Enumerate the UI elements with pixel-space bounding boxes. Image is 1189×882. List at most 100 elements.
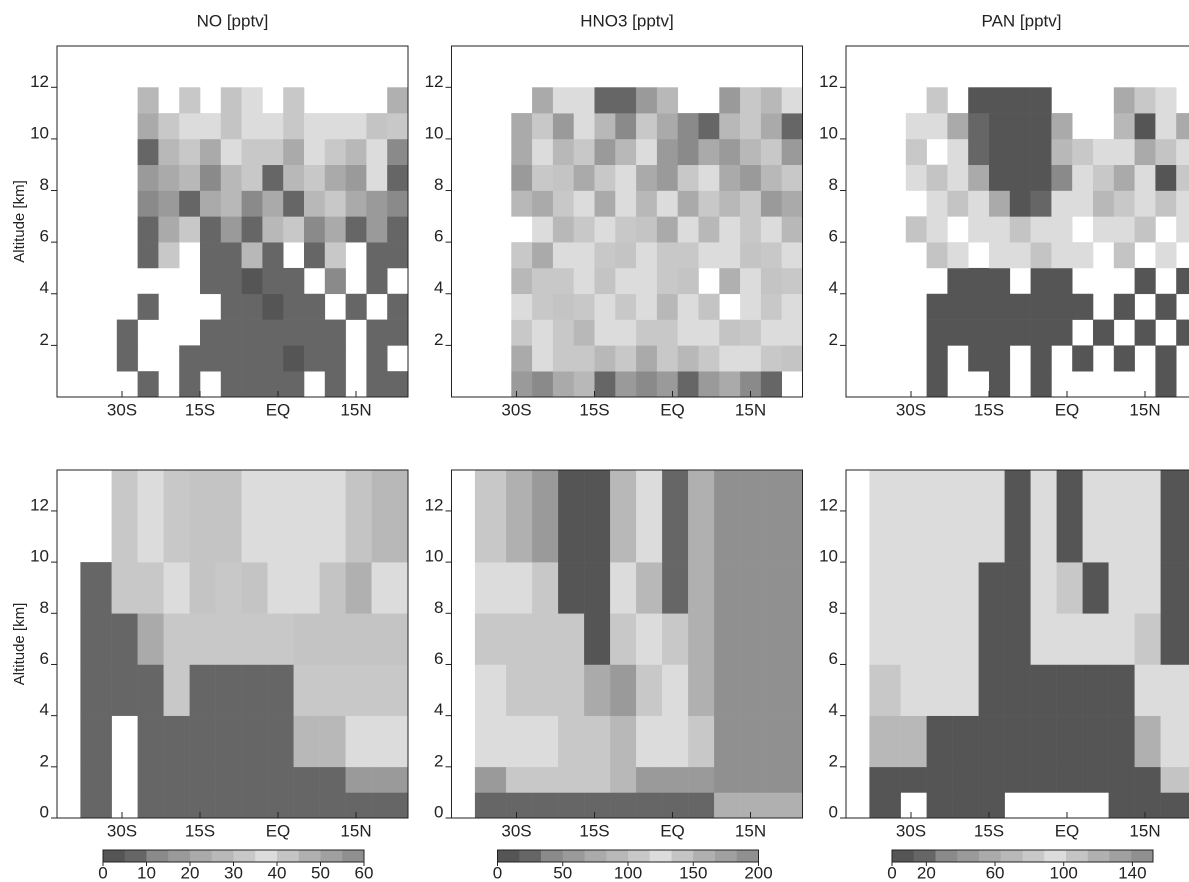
heat-cell: [200, 242, 222, 269]
y-tick-label: 2: [829, 751, 838, 770]
heat-cell: [137, 216, 159, 243]
colorbar-tick-label: 200: [744, 863, 772, 882]
heat-cell: [474, 664, 507, 716]
heat-cell: [558, 766, 585, 793]
heat-cell: [1160, 766, 1189, 793]
heat-cell: [474, 613, 507, 665]
heat-cell: [1030, 345, 1052, 372]
heat-cell: [189, 562, 216, 614]
heat-cell: [952, 470, 979, 563]
heat-cell: [740, 87, 762, 114]
heat-cell: [262, 319, 284, 346]
heat-cell: [594, 319, 616, 346]
colorbar-swatch: [957, 850, 980, 862]
heat-cell: [532, 113, 554, 140]
heat-cell: [688, 766, 715, 793]
heat-cell: [615, 190, 637, 217]
x-tick-label: 15N: [735, 400, 766, 419]
heat-cell: [698, 164, 720, 191]
heat-cell: [719, 138, 741, 166]
heat-cell: [1051, 164, 1073, 191]
heat-cell: [714, 613, 741, 665]
heat-cell: [158, 113, 180, 140]
heat-cell: [283, 190, 305, 217]
heat-cell: [189, 766, 216, 793]
heat-cell: [1082, 664, 1109, 716]
heat-cell: [615, 164, 637, 191]
heat-cell: [179, 87, 201, 114]
heat-cell: [137, 613, 164, 665]
heat-cell: [698, 138, 720, 166]
heat-cell: [1134, 87, 1156, 114]
colorbar-tick-label: 0: [887, 863, 896, 882]
heat-cell: [241, 293, 263, 320]
colorbar-swatch: [1000, 850, 1023, 862]
heat-cell: [371, 664, 409, 716]
heat-cell: [1155, 113, 1177, 140]
heat-cell: [1072, 293, 1094, 320]
heat-cell: [532, 87, 554, 114]
heat-cell: [766, 562, 803, 614]
x-tick-label: 30S: [501, 400, 531, 419]
heat-cell: [552, 319, 574, 346]
heat-cell: [283, 164, 305, 191]
heat-cell: [506, 715, 533, 768]
heat-cell: [304, 190, 326, 217]
heat-cell: [677, 138, 699, 166]
heat-cell: [241, 113, 263, 140]
heat-cell: [1004, 715, 1031, 768]
heat-cell: [1051, 242, 1073, 269]
heat-cell: [387, 164, 409, 191]
heat-cell: [283, 293, 305, 320]
heat-cell: [869, 792, 901, 819]
x-tick-label: EQ: [660, 821, 685, 840]
heat-cell: [1160, 562, 1189, 614]
heat-cell: [926, 113, 948, 140]
heat-cell: [371, 470, 409, 563]
heat-cell: [111, 613, 138, 665]
heat-cell: [241, 766, 268, 793]
x-tick-label: 15S: [974, 400, 1004, 419]
y-tick-label: 2: [829, 330, 838, 349]
heat-cell: [1030, 766, 1057, 793]
colorbar-swatch: [562, 850, 585, 862]
heat-cell: [552, 87, 574, 114]
heat-cell: [926, 190, 948, 217]
heat-cell: [656, 371, 678, 398]
heat-cell: [573, 293, 595, 320]
panel-title: NO [pptv]: [197, 11, 269, 30]
heat-cell: [1056, 562, 1083, 614]
heat-cell: [714, 664, 741, 716]
heat-cell: [215, 792, 242, 819]
heat-cell: [1108, 562, 1135, 614]
heat-cell: [1155, 371, 1177, 398]
heat-cell: [366, 319, 388, 346]
heat-cell: [989, 345, 1011, 372]
heat-cell: [179, 190, 201, 217]
y-tick-label: 6: [40, 649, 49, 668]
x-tick-label: 15S: [974, 821, 1004, 840]
heat-cell: [1108, 715, 1135, 768]
colorbar-tick-label: 150: [679, 863, 707, 882]
colorbar-swatch: [320, 850, 343, 862]
heat-cell: [1072, 190, 1094, 217]
heat-cell: [656, 216, 678, 243]
heat-cell: [573, 216, 595, 243]
heat-cell: [677, 190, 699, 217]
heat-cell: [926, 216, 948, 243]
y-tick-label: 0: [434, 802, 443, 821]
heat-cell: [584, 715, 611, 768]
heat-cell: [137, 562, 164, 614]
heat-cell: [506, 562, 533, 614]
heat-cell: [760, 138, 782, 166]
heat-cell: [677, 371, 699, 398]
heat-cell: [740, 766, 767, 793]
y-tick-label: 12: [819, 72, 838, 91]
y-tick-label: 6: [434, 649, 443, 668]
heat-cell: [615, 87, 637, 114]
heat-cell: [926, 613, 953, 665]
heat-cell: [345, 792, 372, 819]
heat-cell: [1030, 371, 1052, 398]
heat-cell: [677, 345, 699, 372]
heat-cell: [584, 562, 611, 614]
